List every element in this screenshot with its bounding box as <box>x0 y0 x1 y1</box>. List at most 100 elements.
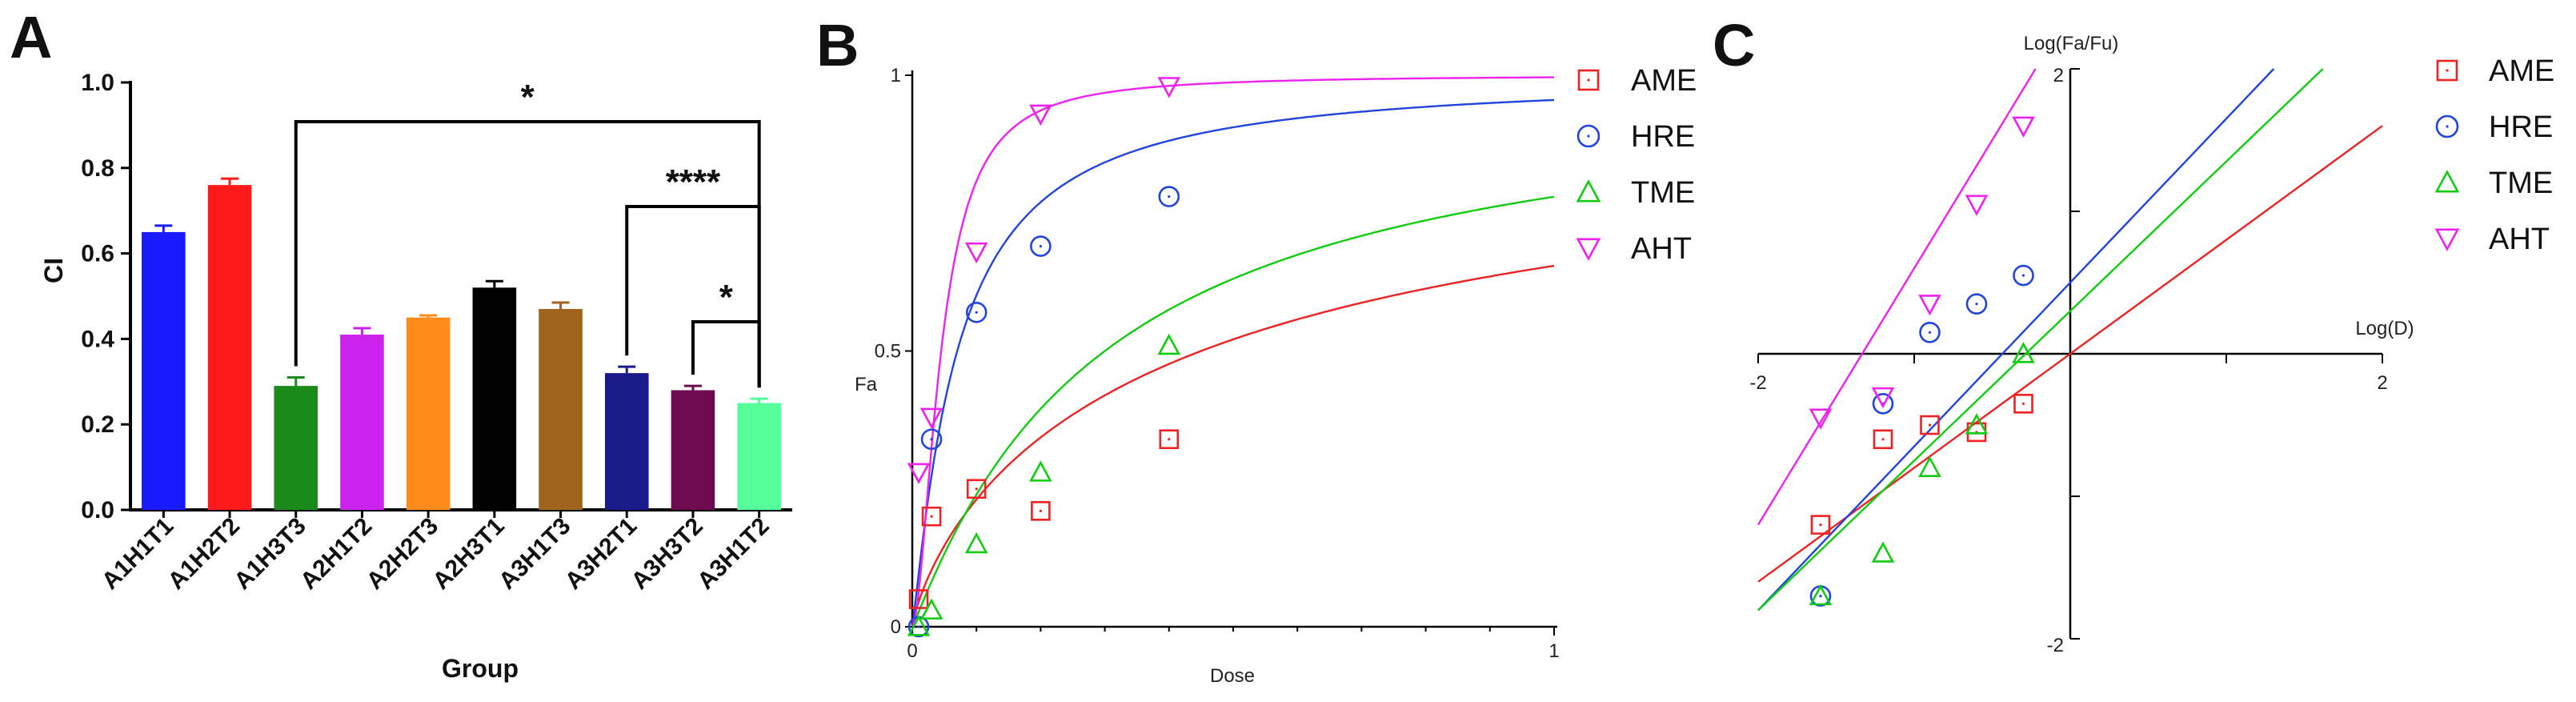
panel-b-point-hre <box>920 428 943 451</box>
panel-label-b: B <box>816 12 859 78</box>
panel-b-point-ame <box>1159 429 1180 450</box>
panel-a-x-tick-label: A2H3T1 <box>427 513 509 595</box>
panel-c-legend-label: HRE <box>2489 110 2553 144</box>
panel-b-y-tick-label: 1 <box>891 65 901 86</box>
panel-c-point-ame <box>1810 515 1831 535</box>
panel-c-point-hre <box>1919 321 1941 343</box>
panel-b-fit-curve-hre <box>911 98 1555 625</box>
panel-a-bar-a2h3t1 <box>472 287 517 510</box>
panel-b-point-hre <box>1158 186 1180 207</box>
panel-c-point-ame-dot <box>1819 523 1822 527</box>
panel-b-point-hre-dot <box>917 625 920 628</box>
panel-b-legend-marker-ame <box>1577 69 1600 91</box>
panel-b-point-aht <box>907 463 931 484</box>
panel-a-y-axis-label: CI <box>39 258 68 283</box>
panel-b-point-aht <box>964 242 988 264</box>
panel-c-legend-label: TME <box>2489 166 2553 200</box>
panel-c-point-tme <box>1965 413 1989 435</box>
panel-a-bar-a3h1t3 <box>539 309 583 510</box>
panel-b-legend-label: TME <box>1631 176 1695 210</box>
panel-b-fit-curve-ame <box>911 264 1555 625</box>
panel-c-fit-line-ame <box>1757 125 2383 583</box>
panel-a-significance-bracket <box>691 320 761 388</box>
panel-c-legend-marker-aht <box>2434 228 2460 251</box>
panel-b-legend-marker-tme <box>1576 179 1601 203</box>
panel-c-legend-marker-ame-dot <box>2446 69 2449 72</box>
panel-b-legend-label: AHT <box>1631 232 1692 266</box>
panel-b-point-aht <box>919 407 943 430</box>
panel-c-point-hre-dot <box>1975 303 1978 306</box>
panel-c-point-ame <box>2013 393 2033 414</box>
panel-b-point-aht <box>1157 77 1181 98</box>
panel-b-point-ame-shape <box>1031 501 1051 521</box>
panel-a-x-tick-label: A1H1T1 <box>97 513 178 595</box>
panel-c-legend-marker-ame-shape <box>2436 59 2458 82</box>
panel-a-x-tick-label: A2H1T2 <box>295 513 377 595</box>
panel-c-point-hre <box>1965 293 1988 315</box>
panel-a-x-tick-label: A3H1T2 <box>692 513 774 595</box>
panel-b-legend-marker-ame-dot <box>1587 78 1590 82</box>
panel-c-point-ame <box>1873 429 1893 450</box>
panel-b-point-hre <box>965 301 988 323</box>
panel-a-x-tick-label: A3H2T1 <box>560 513 642 595</box>
panel-c-point-hre-dot <box>1928 331 1932 334</box>
panel-c-legend-marker-ame <box>2436 59 2458 82</box>
panel-b-point-hre-shape <box>1030 235 1052 257</box>
panel-b-point-ame-dot <box>975 487 978 491</box>
panel-c-y-axis-label: Log(Fa/Fu) <box>2024 33 2119 54</box>
panel-a-y-tick-label: 0.0 <box>81 497 114 523</box>
panel-b-legend-marker-ame-shape <box>1577 69 1600 91</box>
panel-b-legend-marker-aht <box>1576 238 1601 261</box>
panel-c-x-axis-label: Log(D) <box>2355 318 2414 339</box>
panel-a-significance-label: **** <box>666 162 721 202</box>
panel-c-point-tme <box>1918 455 1941 477</box>
panel-c-point-tme <box>1871 541 1895 563</box>
panel-b-x-tick-label: 1 <box>1548 640 1559 662</box>
panel-b-point-ame-shape <box>908 589 929 609</box>
panel-b-point-aht <box>1029 104 1052 126</box>
panel-b-x-tick-label: 0 <box>907 640 917 662</box>
panel-b-legend-marker-hre-shape <box>1576 124 1600 148</box>
panel-c-point-ame-dot <box>2021 402 2025 405</box>
panel-a-bar-a1h3t3 <box>274 386 318 510</box>
panel-a-bar-a1h2t2 <box>207 185 252 510</box>
panel-c-point-aht <box>1918 295 1941 316</box>
panel-a-bar-a3h3t2 <box>671 390 715 510</box>
panel-c-y-tick-label: 2 <box>2053 65 2064 86</box>
panel-c-point-ame-shape <box>1920 415 1940 435</box>
panel-a-y-tick-label: 0.8 <box>81 155 114 182</box>
panel-a-significance-label: * <box>521 78 535 117</box>
panel-b-point-ame-dot <box>917 597 920 601</box>
panel-b-fit-curve-tme <box>911 195 1555 627</box>
panel-c-fit-line-hre <box>1757 68 2275 612</box>
panel-b-point-hre-dot <box>975 311 978 314</box>
panel-a-x-tick-label: A1H3T3 <box>229 513 310 595</box>
panel-c-point-aht <box>2012 116 2035 138</box>
panel-b-fit-curve-aht <box>911 76 1554 628</box>
panel-b-point-ame <box>1031 501 1051 521</box>
panel-a-bar-a2h1t2 <box>340 335 384 510</box>
panel-c-median-effect-plot: Log(Fa/Fu) Log(D) -2 2 2 -2 AME HRE TME AHT <box>1749 33 2554 656</box>
panel-c-point-aht <box>1965 195 1989 216</box>
panel-a-bar-a2h2t3 <box>406 317 451 510</box>
panel-label-c: C <box>1713 12 1755 78</box>
panel-c-point-ame-dot <box>1928 423 1932 427</box>
panel-c-legend-label: AHT <box>2489 223 2550 256</box>
panel-b-point-tme <box>1157 333 1181 355</box>
panel-a-x-tick-label: A3H3T2 <box>627 513 708 595</box>
panel-a-y-tick-label: 0.6 <box>81 241 114 267</box>
panel-c-point-ame <box>1920 415 1940 435</box>
panel-c-point-hre-shape <box>2013 264 2034 287</box>
panel-b-point-hre-shape <box>1158 186 1180 207</box>
panel-a-significance-label: * <box>719 278 734 317</box>
panel-b-point-ame-shape <box>966 479 987 499</box>
panel-b-point-ame-dot <box>1168 438 1171 441</box>
panel-c-y-tick-label: -2 <box>2047 635 2064 656</box>
panel-c-x-tick-label: -2 <box>1749 372 1766 394</box>
panel-b-point-hre-dot <box>1168 195 1171 199</box>
panel-a-bar-a1h1t1 <box>142 231 186 510</box>
panel-a-bar-chart: CI Group 0.00.20.40.60.81.0 ****** A1H1T… <box>39 70 792 683</box>
panel-b-dose-effect-chart: Fa Dose 0 0.5 1 0 1 AME HRE TME AHT <box>855 64 1697 687</box>
panel-label-a: A <box>10 4 52 70</box>
